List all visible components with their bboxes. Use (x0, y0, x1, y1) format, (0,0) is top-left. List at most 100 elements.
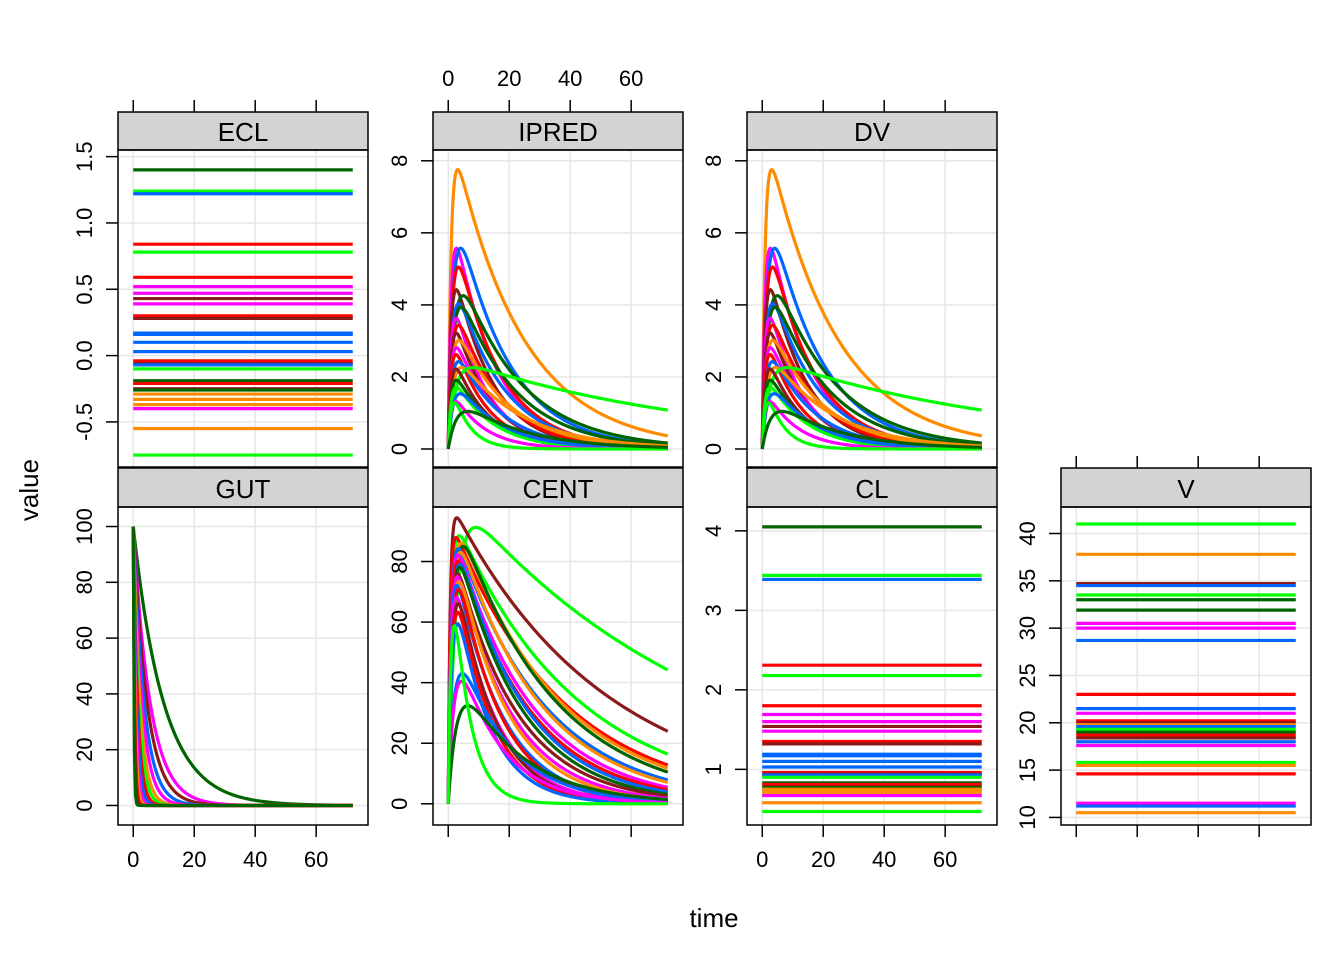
series-line (446, 305, 668, 450)
y-tick-label: 6 (701, 227, 726, 239)
x-tick-label: 20 (182, 847, 206, 872)
y-tick-label: 25 (1015, 663, 1040, 687)
x-axis: 0 20 40 60 (756, 825, 957, 872)
series-line (446, 553, 669, 804)
series-line (446, 704, 668, 804)
series-line (760, 401, 982, 451)
y-tick-label: 4 (701, 525, 726, 537)
strip-label: GUT (216, 474, 271, 504)
strip-header (432, 467, 684, 508)
series-line (446, 294, 668, 450)
x-axis: 0 20 40 60 (442, 66, 643, 112)
panel-border (432, 149, 684, 468)
y-tick-label: 8 (387, 155, 412, 167)
series-line (760, 409, 982, 450)
series-line (760, 365, 982, 450)
series-line (446, 401, 668, 451)
y-tick-label: 0 (387, 798, 412, 810)
y-tick-label: 15 (1015, 758, 1040, 782)
y-tick-label: 0.5 (72, 274, 97, 305)
y-tick-label: 40 (387, 670, 412, 694)
y-axis: -0.5 0.0 0.5 1.0 1.5 (72, 141, 118, 441)
y-tick-label: 1.0 (72, 208, 97, 239)
strip-label: CL (855, 474, 888, 504)
series-line (446, 571, 668, 804)
series-line (446, 550, 669, 804)
series-group (131, 526, 353, 808)
x-tick-label: 40 (558, 66, 582, 91)
series-line (446, 168, 669, 450)
panel-dv: DV 0 2 4 6 8 (701, 100, 998, 468)
series-line (760, 365, 983, 450)
x-tick-label: 60 (933, 847, 957, 872)
y-tick-label: 60 (72, 626, 97, 650)
series-line (446, 565, 669, 804)
x-tick-label: 60 (619, 66, 643, 91)
y-tick-label: 0 (701, 443, 726, 455)
y-tick-label: 80 (387, 549, 412, 573)
grid-lines (118, 150, 368, 467)
strip-header (432, 111, 684, 151)
panel-ipred: IPRED 0 2 4 6 8 0 20 40 60 (387, 66, 684, 468)
y-axis: 0 2 4 6 8 (387, 155, 433, 455)
x-tick-label: 0 (756, 847, 768, 872)
panel-border (117, 149, 369, 468)
x-axis (132, 100, 317, 112)
panel-border (746, 149, 998, 468)
series-group (1076, 522, 1296, 815)
y-tick-label: 1 (701, 763, 726, 775)
x-tick-label: 40 (243, 847, 267, 872)
series-line (131, 526, 353, 808)
series-line (760, 168, 983, 450)
strip-label: CENT (523, 474, 594, 504)
strip-header (1060, 467, 1312, 508)
panel-ecl: ECL -0.5 0.0 0.5 1.0 1.5 (72, 100, 369, 468)
series-line (760, 294, 982, 450)
series-group (133, 168, 353, 457)
panel-background (747, 150, 997, 467)
series-line (446, 623, 668, 806)
panel-gut: GUT 0 20 40 60 80 100 0 20 40 60 (72, 467, 369, 872)
series-line (446, 562, 669, 804)
strip-header (117, 111, 369, 151)
y-axis: 0 20 40 60 80 (387, 549, 433, 810)
y-tick-label: 35 (1015, 569, 1040, 593)
y-tick-label: 2 (701, 684, 726, 696)
strip-label: DV (854, 117, 891, 147)
y-tick-label: 60 (387, 610, 412, 634)
y-axis: 10 15 20 25 30 35 40 (1015, 521, 1061, 830)
series-line (446, 525, 669, 804)
y-tick-label: 1.5 (72, 141, 97, 172)
series-group (446, 168, 669, 451)
y-tick-label: 10 (1015, 805, 1040, 829)
series-line (446, 409, 668, 450)
panel-border (746, 506, 998, 826)
panel-background (1061, 507, 1311, 825)
panel-border (117, 506, 369, 826)
y-axis: 0 20 40 60 80 100 (72, 508, 118, 812)
y-tick-label: 6 (387, 227, 412, 239)
series-line (446, 365, 669, 450)
x-axis-label: time (689, 903, 738, 933)
series-line (446, 533, 669, 804)
series-line (446, 516, 669, 804)
series-group (760, 168, 983, 451)
panel-border (432, 506, 684, 826)
y-tick-label: 20 (72, 737, 97, 761)
y-tick-label: 4 (701, 299, 726, 311)
x-tick-label: 40 (872, 847, 896, 872)
y-tick-label: 3 (701, 604, 726, 616)
y-tick-label: 80 (72, 570, 97, 594)
y-tick-label: 2 (701, 371, 726, 383)
y-tick-label: 0 (387, 443, 412, 455)
series-group (762, 525, 982, 814)
x-tick-label: 20 (497, 66, 521, 91)
panel-border (1060, 506, 1312, 826)
y-tick-label: 0 (72, 799, 97, 811)
panel-background (118, 150, 368, 467)
y-tick-label: 40 (72, 682, 97, 706)
y-axis-label: value (14, 459, 44, 521)
y-tick-label: 20 (1015, 711, 1040, 735)
